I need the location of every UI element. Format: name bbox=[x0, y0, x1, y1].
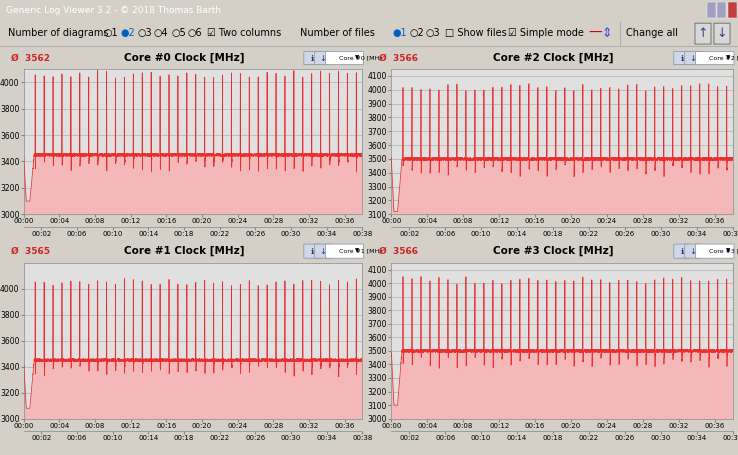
Bar bbox=[717, 2, 726, 18]
Text: ⇕: ⇕ bbox=[601, 26, 612, 40]
Text: ℹ: ℹ bbox=[680, 247, 683, 256]
Text: Number of files: Number of files bbox=[300, 28, 375, 38]
Text: Core #1 [MHz: Core #1 [MHz bbox=[339, 248, 382, 253]
Text: ☑ Two columns: ☑ Two columns bbox=[207, 28, 281, 38]
Text: ●1: ●1 bbox=[392, 28, 407, 38]
Text: ○3: ○3 bbox=[426, 28, 441, 38]
Text: ↓: ↓ bbox=[689, 247, 697, 256]
FancyBboxPatch shape bbox=[674, 51, 690, 65]
Text: ☑ Simple mode: ☑ Simple mode bbox=[508, 28, 584, 38]
Text: ○1: ○1 bbox=[103, 28, 117, 38]
Text: ○2: ○2 bbox=[409, 28, 424, 38]
Text: ○6: ○6 bbox=[188, 28, 203, 38]
FancyBboxPatch shape bbox=[696, 51, 734, 65]
Text: ℹ: ℹ bbox=[311, 247, 314, 256]
Text: Generic Log Viewer 3.2 - © 2018 Thomas Barth: Generic Log Viewer 3.2 - © 2018 Thomas B… bbox=[6, 6, 221, 15]
FancyBboxPatch shape bbox=[314, 244, 331, 258]
Text: ○4: ○4 bbox=[154, 28, 168, 38]
FancyBboxPatch shape bbox=[304, 51, 320, 65]
Text: Core #0 Clock [MHz]: Core #0 Clock [MHz] bbox=[124, 53, 245, 63]
Text: ↓: ↓ bbox=[689, 54, 697, 63]
Text: Core #0 [MHz: Core #0 [MHz bbox=[339, 56, 382, 61]
Text: —: — bbox=[588, 26, 601, 40]
Text: ●2: ●2 bbox=[120, 28, 135, 38]
Text: Number of diagrams: Number of diagrams bbox=[8, 28, 108, 38]
Text: ○5: ○5 bbox=[171, 28, 186, 38]
FancyBboxPatch shape bbox=[304, 244, 320, 258]
Text: Core #2 Clock [MHz]: Core #2 Clock [MHz] bbox=[493, 53, 614, 63]
Text: ▼: ▼ bbox=[355, 56, 359, 61]
Text: ↓: ↓ bbox=[717, 26, 727, 40]
Text: ℹ: ℹ bbox=[311, 54, 314, 63]
Text: ▼: ▼ bbox=[725, 56, 730, 61]
Text: ↑: ↑ bbox=[697, 26, 708, 40]
Text: ↓: ↓ bbox=[320, 54, 326, 63]
Text: Core #3 [MHz: Core #3 [MHz bbox=[709, 248, 738, 253]
Bar bbox=[728, 2, 737, 18]
FancyBboxPatch shape bbox=[695, 23, 711, 44]
FancyBboxPatch shape bbox=[674, 244, 690, 258]
Text: Ø  3565: Ø 3565 bbox=[11, 247, 50, 256]
FancyBboxPatch shape bbox=[325, 51, 364, 65]
Text: □ Show files: □ Show files bbox=[445, 28, 507, 38]
Bar bbox=[707, 2, 716, 18]
Text: ↓: ↓ bbox=[320, 247, 326, 256]
Text: Core #3 Clock [MHz]: Core #3 Clock [MHz] bbox=[493, 246, 614, 256]
Text: Ø  3566: Ø 3566 bbox=[379, 54, 418, 63]
Text: Core #1 Clock [MHz]: Core #1 Clock [MHz] bbox=[124, 246, 245, 256]
Text: ℹ: ℹ bbox=[680, 54, 683, 63]
Text: Ø  3562: Ø 3562 bbox=[11, 54, 50, 63]
FancyBboxPatch shape bbox=[714, 23, 730, 44]
Text: Change all: Change all bbox=[626, 28, 678, 38]
Text: Core #2 [MHz: Core #2 [MHz bbox=[709, 56, 738, 61]
Text: ▼: ▼ bbox=[725, 248, 730, 253]
FancyBboxPatch shape bbox=[685, 51, 701, 65]
Text: Ø  3566: Ø 3566 bbox=[379, 247, 418, 256]
FancyBboxPatch shape bbox=[314, 51, 331, 65]
FancyBboxPatch shape bbox=[696, 244, 734, 258]
Text: ○3: ○3 bbox=[137, 28, 151, 38]
FancyBboxPatch shape bbox=[325, 244, 364, 258]
FancyBboxPatch shape bbox=[685, 244, 701, 258]
Text: ▼: ▼ bbox=[355, 248, 359, 253]
